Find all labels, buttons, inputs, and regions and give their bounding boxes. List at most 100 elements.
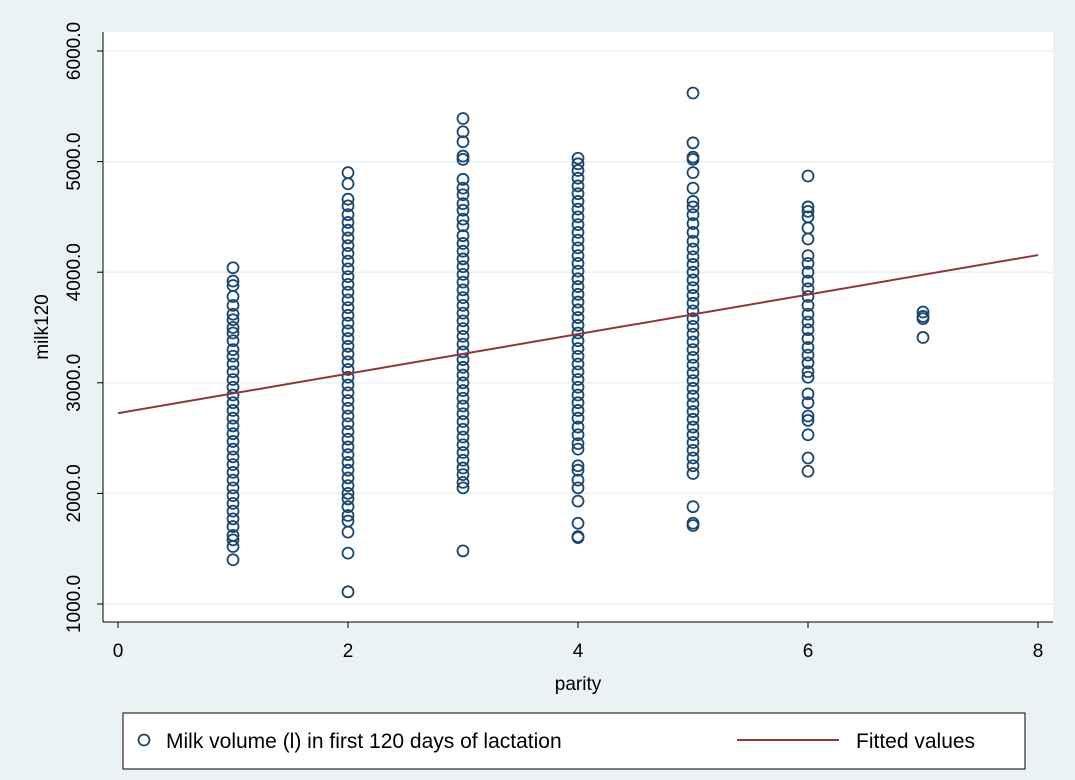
data-point xyxy=(456,149,470,163)
data-point xyxy=(226,465,240,479)
data-point xyxy=(686,86,700,100)
data-point xyxy=(686,296,700,310)
data-point xyxy=(456,229,470,243)
data-point xyxy=(686,304,700,318)
data-point xyxy=(456,219,470,233)
data-point xyxy=(686,200,700,214)
data-point xyxy=(341,448,355,462)
data-point xyxy=(456,237,470,250)
legend-label-fitted: Fitted values xyxy=(856,730,975,753)
data-point xyxy=(456,481,470,495)
data-point xyxy=(571,420,585,434)
data-point xyxy=(226,290,240,303)
data-point xyxy=(916,305,930,319)
y-tick-label: 2000.0 xyxy=(64,464,85,522)
data-point xyxy=(456,475,470,489)
data-point xyxy=(916,331,930,344)
data-point xyxy=(456,453,470,467)
data-point xyxy=(456,544,470,558)
data-point xyxy=(341,585,355,599)
data-point xyxy=(801,332,815,345)
data-point xyxy=(571,187,585,201)
x-tick-label: 2 xyxy=(343,641,354,662)
y-tick-label: 6000.0 xyxy=(64,22,85,80)
data-point xyxy=(341,463,355,477)
data-point xyxy=(571,280,585,293)
data-point xyxy=(571,411,585,425)
data-point xyxy=(571,318,585,332)
data-point xyxy=(456,298,470,312)
data-point xyxy=(341,425,355,438)
data-point xyxy=(456,337,470,351)
data-point xyxy=(456,376,470,390)
data-point xyxy=(341,394,355,407)
data-point xyxy=(341,301,355,314)
data-point xyxy=(341,316,355,330)
data-point xyxy=(456,438,470,452)
data-point xyxy=(571,202,585,216)
data-point xyxy=(686,250,700,264)
data-point xyxy=(801,348,815,362)
data-point xyxy=(686,459,700,473)
data-point xyxy=(341,339,355,353)
data-point xyxy=(456,407,470,421)
data-point xyxy=(801,365,815,379)
data-point xyxy=(341,355,355,369)
data-point xyxy=(456,415,470,428)
data-point xyxy=(571,459,585,473)
data-point xyxy=(226,321,240,334)
data-point xyxy=(571,164,585,177)
data-point xyxy=(571,151,585,165)
data-point xyxy=(341,363,355,376)
data-point xyxy=(686,412,700,426)
data-point xyxy=(226,326,240,340)
data-point xyxy=(456,329,470,343)
data-point xyxy=(801,387,815,401)
data-point xyxy=(456,345,470,359)
data-point xyxy=(571,373,585,386)
data-point xyxy=(686,335,700,349)
data-point xyxy=(571,516,585,530)
data-point xyxy=(801,451,815,465)
data-point xyxy=(571,380,585,394)
data-point xyxy=(801,200,815,214)
data-point xyxy=(571,442,585,456)
data-point xyxy=(571,365,585,379)
data-point xyxy=(341,208,355,222)
data-point xyxy=(226,473,240,487)
data-point xyxy=(341,332,355,345)
data-point xyxy=(686,443,700,457)
data-point xyxy=(571,264,585,278)
data-point xyxy=(571,295,585,309)
data-point xyxy=(456,125,470,139)
data-point xyxy=(226,307,240,321)
data-point xyxy=(686,312,700,326)
data-point xyxy=(226,496,240,510)
data-point xyxy=(686,217,700,230)
data-point xyxy=(571,494,585,508)
data-point xyxy=(571,287,585,301)
data-point xyxy=(456,291,470,305)
data-point xyxy=(226,481,240,495)
data-point xyxy=(226,520,240,533)
data-point xyxy=(686,281,700,295)
y-axis-ticks: 1000.0 2000.0 3000.0 4000.0 5000.0 6000.0 xyxy=(64,22,103,633)
data-point xyxy=(456,181,470,195)
data-point xyxy=(226,533,240,547)
y-tick-label: 1000.0 xyxy=(64,575,85,633)
x-tick-label: 6 xyxy=(803,641,814,662)
data-point xyxy=(341,546,355,560)
data-point xyxy=(686,208,700,222)
data-point xyxy=(456,384,470,397)
data-point xyxy=(686,136,700,150)
y-tick-label: 3000.0 xyxy=(64,354,85,412)
data-point xyxy=(341,223,355,237)
x-tick-label: 4 xyxy=(573,641,584,662)
data-point xyxy=(686,181,700,195)
data-point xyxy=(686,451,700,465)
data-point xyxy=(801,307,815,321)
data-point xyxy=(341,417,355,431)
data-point xyxy=(341,456,355,469)
data-point xyxy=(571,249,585,263)
